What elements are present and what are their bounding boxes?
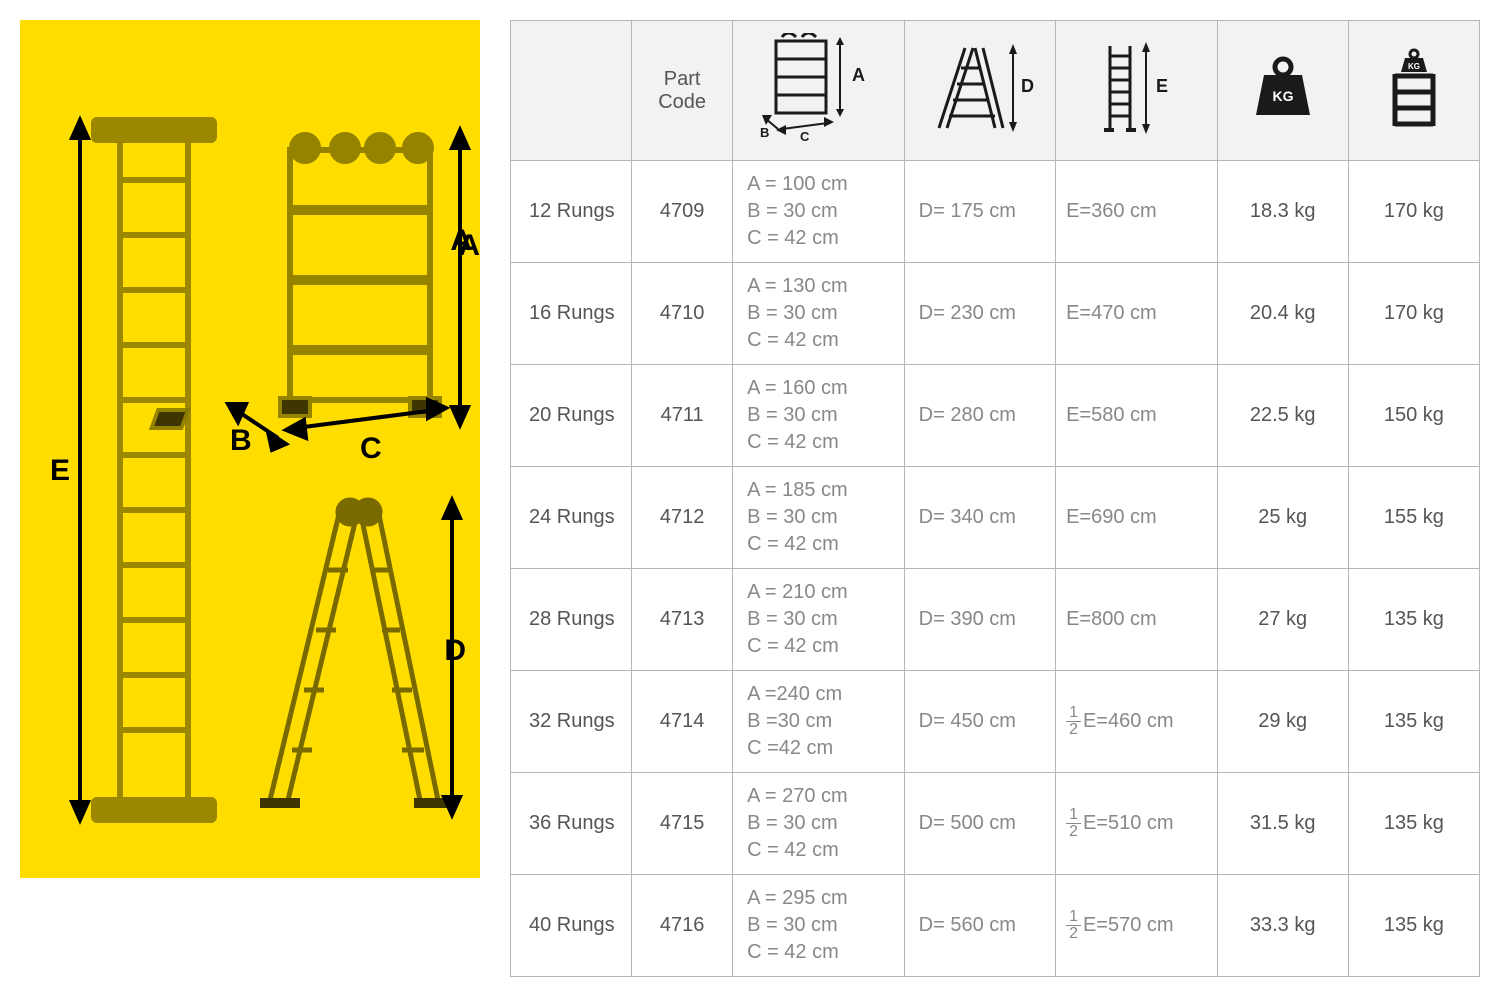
cell-weight: 29 kg <box>1217 671 1348 773</box>
cell-e-value: E=460 cm <box>1083 710 1174 732</box>
cell-weight: 20.4 kg <box>1217 263 1348 365</box>
svg-text:B: B <box>760 125 769 140</box>
cell-d: D= 450 cm <box>904 671 1055 773</box>
fraction-half: 12 <box>1066 909 1081 942</box>
cell-abc: A = 160 cm B = 30 cm C = 42 cm <box>733 365 905 467</box>
cell-capacity: 170 kg <box>1348 263 1479 365</box>
cell-e: E=800 cm <box>1056 569 1218 671</box>
svg-text:C: C <box>800 129 810 143</box>
cell-e: 12E=570 cm <box>1056 875 1218 977</box>
diagram-label-d: D <box>444 634 466 667</box>
cell-capacity: 135 kg <box>1348 773 1479 875</box>
cell-code: 4716 <box>632 875 733 977</box>
cell-capacity: 150 kg <box>1348 365 1479 467</box>
table-row: 16 Rungs4710A = 130 cm B = 30 cm C = 42 … <box>511 263 1480 365</box>
cell-code: 4715 <box>632 773 733 875</box>
header-aframe-icon: D <box>904 21 1055 161</box>
cell-e-value: E=360 cm <box>1066 200 1157 222</box>
ladder-diagram-svg: E <box>20 20 480 878</box>
cell-abc: A = 130 cm B = 30 cm C = 42 cm <box>733 263 905 365</box>
cell-e: 12E=510 cm <box>1056 773 1218 875</box>
diagram-label-b: B <box>230 424 252 457</box>
cell-abc: A =240 cm B =30 cm C =42 cm <box>733 671 905 773</box>
cell-code: 4711 <box>632 365 733 467</box>
svg-text:KG: KG <box>1408 62 1420 71</box>
cell-weight: 22.5 kg <box>1217 365 1348 467</box>
cell-weight: 31.5 kg <box>1217 773 1348 875</box>
diagram-label-c: C <box>360 432 382 465</box>
cell-code: 4710 <box>632 263 733 365</box>
table-header-row: Part Code <box>511 21 1480 161</box>
cell-rungs: 12 Rungs <box>511 161 632 263</box>
cell-e-value: E=800 cm <box>1066 608 1157 630</box>
svg-text:A: A <box>852 65 865 85</box>
cell-abc: A = 100 cm B = 30 cm C = 42 cm <box>733 161 905 263</box>
ladder-diagram-panel: E <box>20 20 480 878</box>
cell-d: D= 175 cm <box>904 161 1055 263</box>
cell-rungs: 36 Rungs <box>511 773 632 875</box>
cell-d: D= 500 cm <box>904 773 1055 875</box>
cell-d: D= 230 cm <box>904 263 1055 365</box>
cell-e-value: E=580 cm <box>1066 404 1157 426</box>
page-container: E <box>20 20 1480 977</box>
header-folded-icon: A B C <box>733 21 905 161</box>
cell-capacity: 135 kg <box>1348 569 1479 671</box>
cell-capacity: 170 kg <box>1348 161 1479 263</box>
cell-e: E=690 cm <box>1056 467 1218 569</box>
cell-code: 4714 <box>632 671 733 773</box>
cell-e-value: E=510 cm <box>1083 812 1174 834</box>
cell-weight: 18.3 kg <box>1217 161 1348 263</box>
header-capacity-icon: KG <box>1348 21 1479 161</box>
cell-e: 12E=460 cm <box>1056 671 1218 773</box>
cell-e-value: E=570 cm <box>1083 914 1174 936</box>
spec-table: Part Code <box>510 20 1480 977</box>
cell-capacity: 135 kg <box>1348 875 1479 977</box>
cell-weight: 33.3 kg <box>1217 875 1348 977</box>
cell-rungs: 28 Rungs <box>511 569 632 671</box>
table-row: 24 Rungs4712A = 185 cm B = 30 cm C = 42 … <box>511 467 1480 569</box>
svg-text:D: D <box>1021 76 1034 96</box>
table-row: 28 Rungs4713A = 210 cm B = 30 cm C = 42 … <box>511 569 1480 671</box>
table-row: 36 Rungs4715A = 270 cm B = 30 cm C = 42 … <box>511 773 1480 875</box>
table-row: 12 Rungs4709A = 100 cm B = 30 cm C = 42 … <box>511 161 1480 263</box>
cell-rungs: 40 Rungs <box>511 875 632 977</box>
cell-code: 4713 <box>632 569 733 671</box>
cell-rungs: 16 Rungs <box>511 263 632 365</box>
fraction-half: 12 <box>1066 705 1081 738</box>
cell-weight: 25 kg <box>1217 467 1348 569</box>
header-straight-icon: E <box>1056 21 1218 161</box>
cell-e: E=470 cm <box>1056 263 1218 365</box>
header-weight-icon: KG <box>1217 21 1348 161</box>
cell-abc: A = 210 cm B = 30 cm C = 42 cm <box>733 569 905 671</box>
cell-code: 4709 <box>632 161 733 263</box>
table-row: 20 Rungs4711A = 160 cm B = 30 cm C = 42 … <box>511 365 1480 467</box>
cell-abc: A = 295 cm B = 30 cm C = 42 cm <box>733 875 905 977</box>
cell-weight: 27 kg <box>1217 569 1348 671</box>
header-rungs <box>511 21 632 161</box>
cell-rungs: 20 Rungs <box>511 365 632 467</box>
cell-rungs: 24 Rungs <box>511 467 632 569</box>
table-row: 32 Rungs4714A =240 cm B =30 cm C =42 cmD… <box>511 671 1480 773</box>
cell-capacity: 135 kg <box>1348 671 1479 773</box>
cell-d: D= 340 cm <box>904 467 1055 569</box>
cell-d: D= 390 cm <box>904 569 1055 671</box>
cell-e: E=580 cm <box>1056 365 1218 467</box>
svg-text:E: E <box>1156 76 1168 96</box>
diagram-label-e: E <box>50 454 70 487</box>
cell-e: E=360 cm <box>1056 161 1218 263</box>
cell-e-value: E=690 cm <box>1066 506 1157 528</box>
header-part-code: Part Code <box>632 21 733 161</box>
table-row: 40 Rungs4716A = 295 cm B = 30 cm C = 42 … <box>511 875 1480 977</box>
diagram-label-a2: A <box>450 224 472 257</box>
svg-text:KG: KG <box>1272 88 1293 104</box>
cell-e-value: E=470 cm <box>1066 302 1157 324</box>
fraction-half: 12 <box>1066 807 1081 840</box>
cell-capacity: 155 kg <box>1348 467 1479 569</box>
cell-code: 4712 <box>632 467 733 569</box>
cell-d: D= 560 cm <box>904 875 1055 977</box>
cell-abc: A = 185 cm B = 30 cm C = 42 cm <box>733 467 905 569</box>
cell-rungs: 32 Rungs <box>511 671 632 773</box>
cell-d: D= 280 cm <box>904 365 1055 467</box>
cell-abc: A = 270 cm B = 30 cm C = 42 cm <box>733 773 905 875</box>
